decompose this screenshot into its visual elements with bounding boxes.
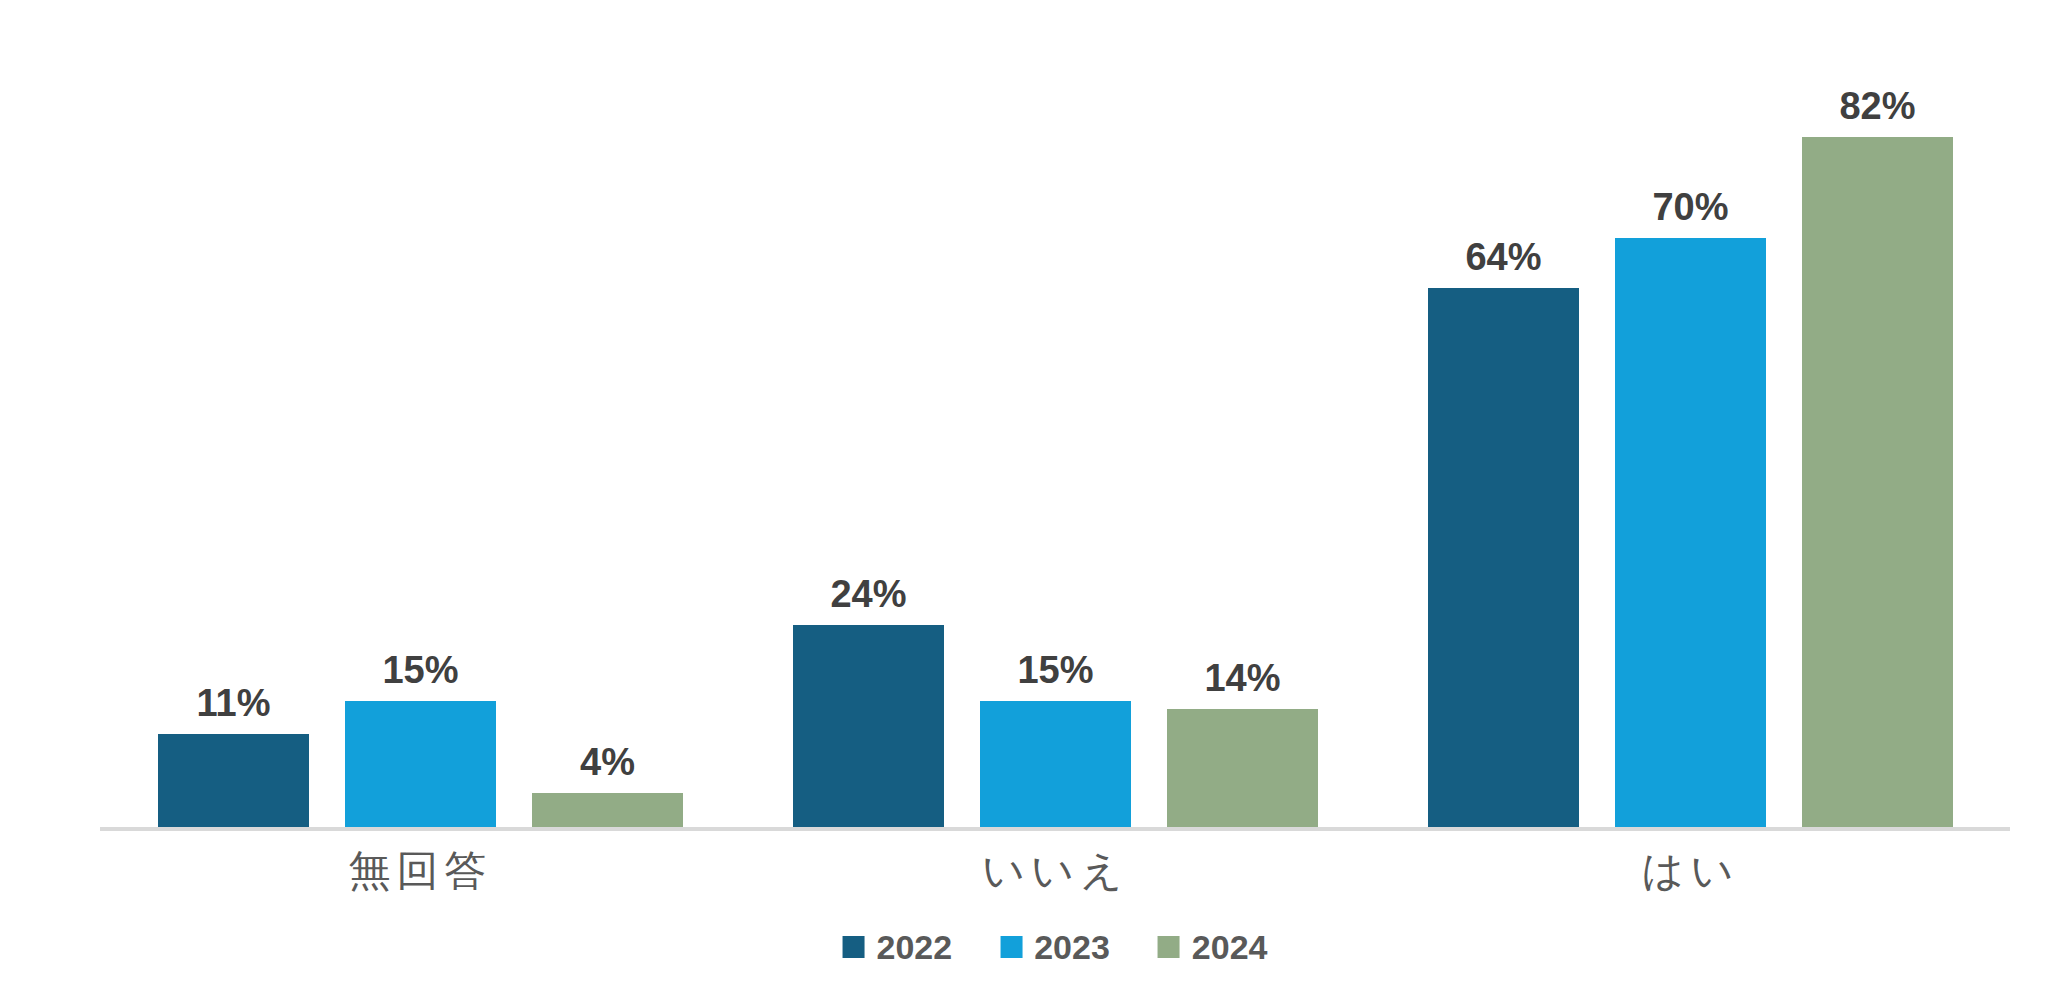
- category-label-2: いいえ: [793, 846, 1318, 896]
- plot-area: 11% 15% 4% 24% 15% 14% 64% 70% 82%: [158, 0, 1953, 827]
- legend-swatch-2022: [843, 936, 865, 958]
- value-label-2022-3: 64%: [1465, 238, 1541, 276]
- legend-swatch-2023: [1000, 936, 1022, 958]
- x-axis-category-labels: 無回答 いいえ はい: [158, 846, 1953, 896]
- bar-cell-2023-1: 15%: [345, 0, 496, 827]
- legend-swatch-2024: [1158, 936, 1180, 958]
- legend-label-2023: 2023: [1034, 930, 1110, 964]
- value-label-2024-3: 82%: [1839, 87, 1915, 125]
- value-label-2022-2: 24%: [830, 575, 906, 613]
- bar-2022-3: [1428, 288, 1579, 827]
- x-axis-line: [100, 827, 2010, 831]
- legend-label-2022: 2022: [877, 930, 953, 964]
- value-label-2024-1: 4%: [580, 743, 635, 781]
- bar-2023-2: [980, 701, 1131, 827]
- bar-cell-2023-3: 70%: [1615, 0, 1766, 827]
- bar-cell-2024-3: 82%: [1802, 0, 1953, 827]
- bar-2022-2: [793, 625, 944, 827]
- bar-2024-1: [532, 793, 683, 827]
- bar-cell-2022-1: 11%: [158, 0, 309, 827]
- legend-item-2023: 2023: [1000, 930, 1110, 964]
- bar-group-2: 24% 15% 14%: [793, 0, 1318, 827]
- bar-cell-2022-3: 64%: [1428, 0, 1579, 827]
- value-label-2023-3: 70%: [1652, 188, 1728, 226]
- bar-group-1: 11% 15% 4%: [158, 0, 683, 827]
- bar-2024-2: [1167, 709, 1318, 827]
- value-label-2024-2: 14%: [1204, 659, 1280, 697]
- bar-cell-2022-2: 24%: [793, 0, 944, 827]
- bar-2024-3: [1802, 137, 1953, 827]
- bar-cell-2024-2: 14%: [1167, 0, 1318, 827]
- bar-cell-2024-1: 4%: [532, 0, 683, 827]
- legend-label-2024: 2024: [1192, 930, 1268, 964]
- legend-item-2022: 2022: [843, 930, 953, 964]
- bar-2023-1: [345, 701, 496, 827]
- bar-2022-1: [158, 734, 309, 827]
- bar-chart: 11% 15% 4% 24% 15% 14% 64% 70% 82% 無回答 いいえ はい 2022…: [0, 0, 2056, 986]
- legend: 2022 2023 2024: [843, 930, 1268, 964]
- value-label-2023-1: 15%: [382, 651, 458, 689]
- bar-cell-2023-2: 15%: [980, 0, 1131, 827]
- bar-2023-3: [1615, 238, 1766, 827]
- value-label-2023-2: 15%: [1017, 651, 1093, 689]
- value-label-2022-1: 11%: [197, 684, 271, 722]
- category-label-3: はい: [1428, 846, 1953, 896]
- category-label-1: 無回答: [158, 846, 683, 896]
- bar-group-3: 64% 70% 82%: [1428, 0, 1953, 827]
- legend-item-2024: 2024: [1158, 930, 1268, 964]
